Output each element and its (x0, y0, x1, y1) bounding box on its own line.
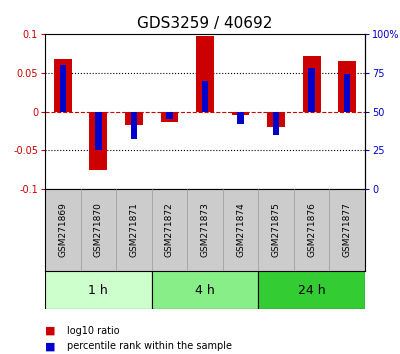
Bar (60, 65, 66, 112)
Text: percentile rank within the sample: percentile rank within the sample (67, 342, 232, 352)
Bar (196, 36, 214, 112)
Bar (232, 112, 250, 115)
Bar (344, 74, 350, 112)
Bar (303, 56, 320, 112)
Bar (95, 112, 102, 150)
Bar (152, 271, 258, 309)
Text: 1 h: 1 h (88, 284, 108, 297)
Text: 24 h: 24 h (298, 284, 326, 297)
Bar (202, 80, 208, 112)
Bar (166, 112, 173, 119)
Bar (90, 112, 107, 170)
Text: GSM271874: GSM271874 (236, 202, 245, 257)
Text: ■: ■ (45, 342, 56, 352)
Bar (308, 68, 315, 112)
Text: log10 ratio: log10 ratio (67, 326, 120, 336)
Title: GDS3259 / 40692: GDS3259 / 40692 (137, 16, 273, 32)
Bar (45, 271, 152, 309)
Bar (258, 271, 365, 309)
Bar (267, 112, 285, 127)
Bar (125, 112, 143, 125)
Text: GSM271872: GSM271872 (165, 202, 174, 257)
Text: 4 h: 4 h (195, 284, 215, 297)
Text: GSM271876: GSM271876 (307, 202, 316, 257)
Bar (160, 112, 178, 121)
Text: GSM271877: GSM271877 (343, 202, 352, 257)
Text: GSM271869: GSM271869 (58, 202, 67, 257)
Bar (237, 112, 244, 124)
Text: GSM271875: GSM271875 (272, 202, 281, 257)
Text: ■: ■ (45, 326, 56, 336)
Bar (131, 112, 137, 139)
Bar (338, 61, 356, 112)
Bar (273, 112, 279, 135)
Text: GSM271873: GSM271873 (200, 202, 210, 257)
Text: GSM271871: GSM271871 (129, 202, 138, 257)
Text: GSM271870: GSM271870 (94, 202, 103, 257)
Bar (54, 59, 72, 112)
